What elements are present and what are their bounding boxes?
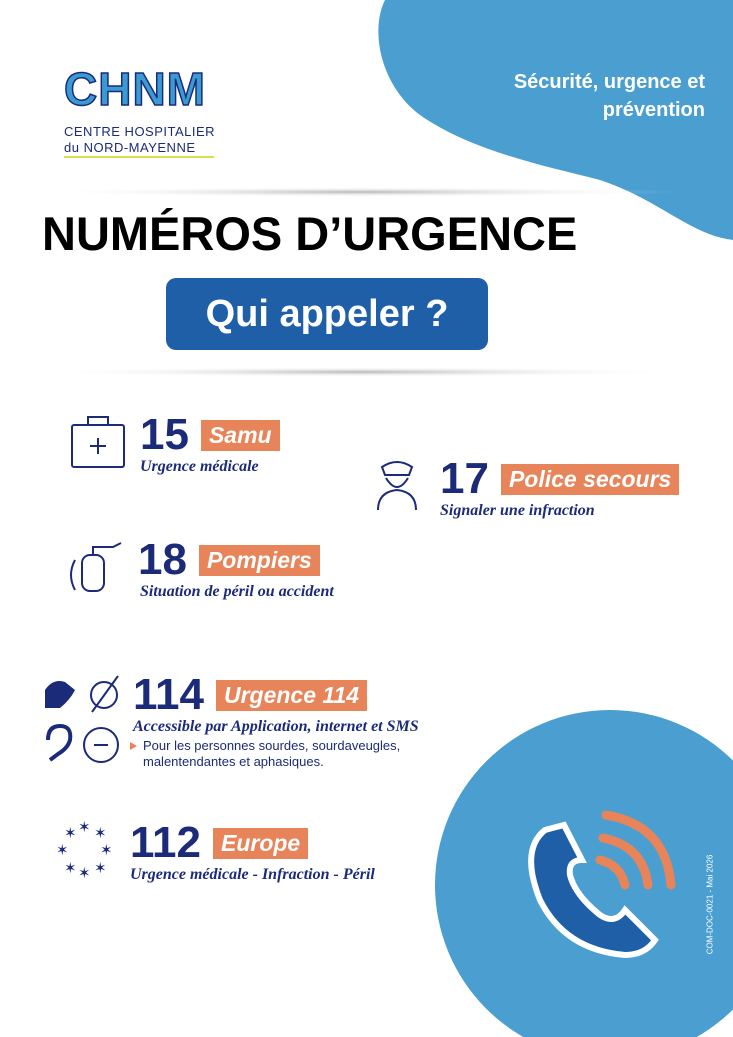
note: Pour les personnes sourdes, sourdaveugle… — [143, 738, 401, 769]
number-row: 17 Police secours — [440, 454, 680, 504]
tagline: Sécurité, urgence et — [513, 71, 705, 93]
shadow-line — [40, 187, 680, 197]
medical-icon — [71, 416, 125, 468]
number-row: 15 Samu — [140, 410, 280, 460]
number: 112 — [130, 818, 201, 867]
svg-text:✶: ✶ — [78, 864, 91, 882]
number-row: 114 Urgence 114 — [133, 670, 368, 720]
accessibility-icons — [45, 675, 137, 763]
bottom-circle — [435, 710, 733, 1037]
logo-line: du NORD-MAYENNE — [64, 140, 196, 155]
police-icon — [377, 461, 417, 511]
description: Signaler une infraction — [440, 502, 595, 519]
logo: CHNM — [63, 62, 206, 116]
number: 15 — [140, 410, 189, 459]
description: Urgence médicale — [140, 458, 259, 475]
extinguisher-icon — [70, 542, 122, 592]
svg-text:✶: ✶ — [78, 818, 91, 836]
logo-line: CENTRE HOSPITALIER — [64, 124, 216, 139]
service-name: Samu — [200, 419, 280, 451]
svg-text:✶: ✶ — [64, 824, 77, 842]
description: Accessible par Application, internet et … — [133, 718, 419, 735]
number: 114 — [133, 670, 204, 719]
shadow-line — [40, 367, 680, 377]
number-row: 112 Europe — [130, 818, 309, 868]
svg-text:✶: ✶ — [100, 841, 113, 859]
phone-icon — [528, 810, 676, 959]
number: 17 — [440, 454, 489, 503]
service-name: Urgence 114 — [215, 679, 368, 711]
svg-text:✶: ✶ — [94, 824, 107, 842]
service-name: Pompiers — [198, 544, 320, 576]
service-name: Europe — [212, 827, 309, 859]
subtitle: Qui appeler ? — [166, 278, 488, 350]
number: 18 — [138, 535, 187, 584]
svg-text:✶: ✶ — [56, 841, 69, 859]
number-row: 18 Pompiers — [138, 535, 320, 585]
description: Urgence médicale - Infraction - Péril — [130, 866, 375, 883]
reference: COM-DOC-0021 - Mai 2026 — [705, 854, 715, 955]
description: Situation de péril ou accident — [140, 583, 334, 600]
svg-text:✶: ✶ — [64, 859, 77, 877]
title: NUMÉROS D’URGENCE — [42, 207, 578, 260]
service-name: Police secours — [500, 463, 680, 495]
eu-stars: ✶ ✶ ✶ ✶ ✶ ✶ ✶ ✶ — [56, 818, 113, 882]
top-blob — [378, 0, 733, 240]
tagline: prévention — [602, 99, 705, 121]
svg-text:✶: ✶ — [94, 859, 107, 877]
